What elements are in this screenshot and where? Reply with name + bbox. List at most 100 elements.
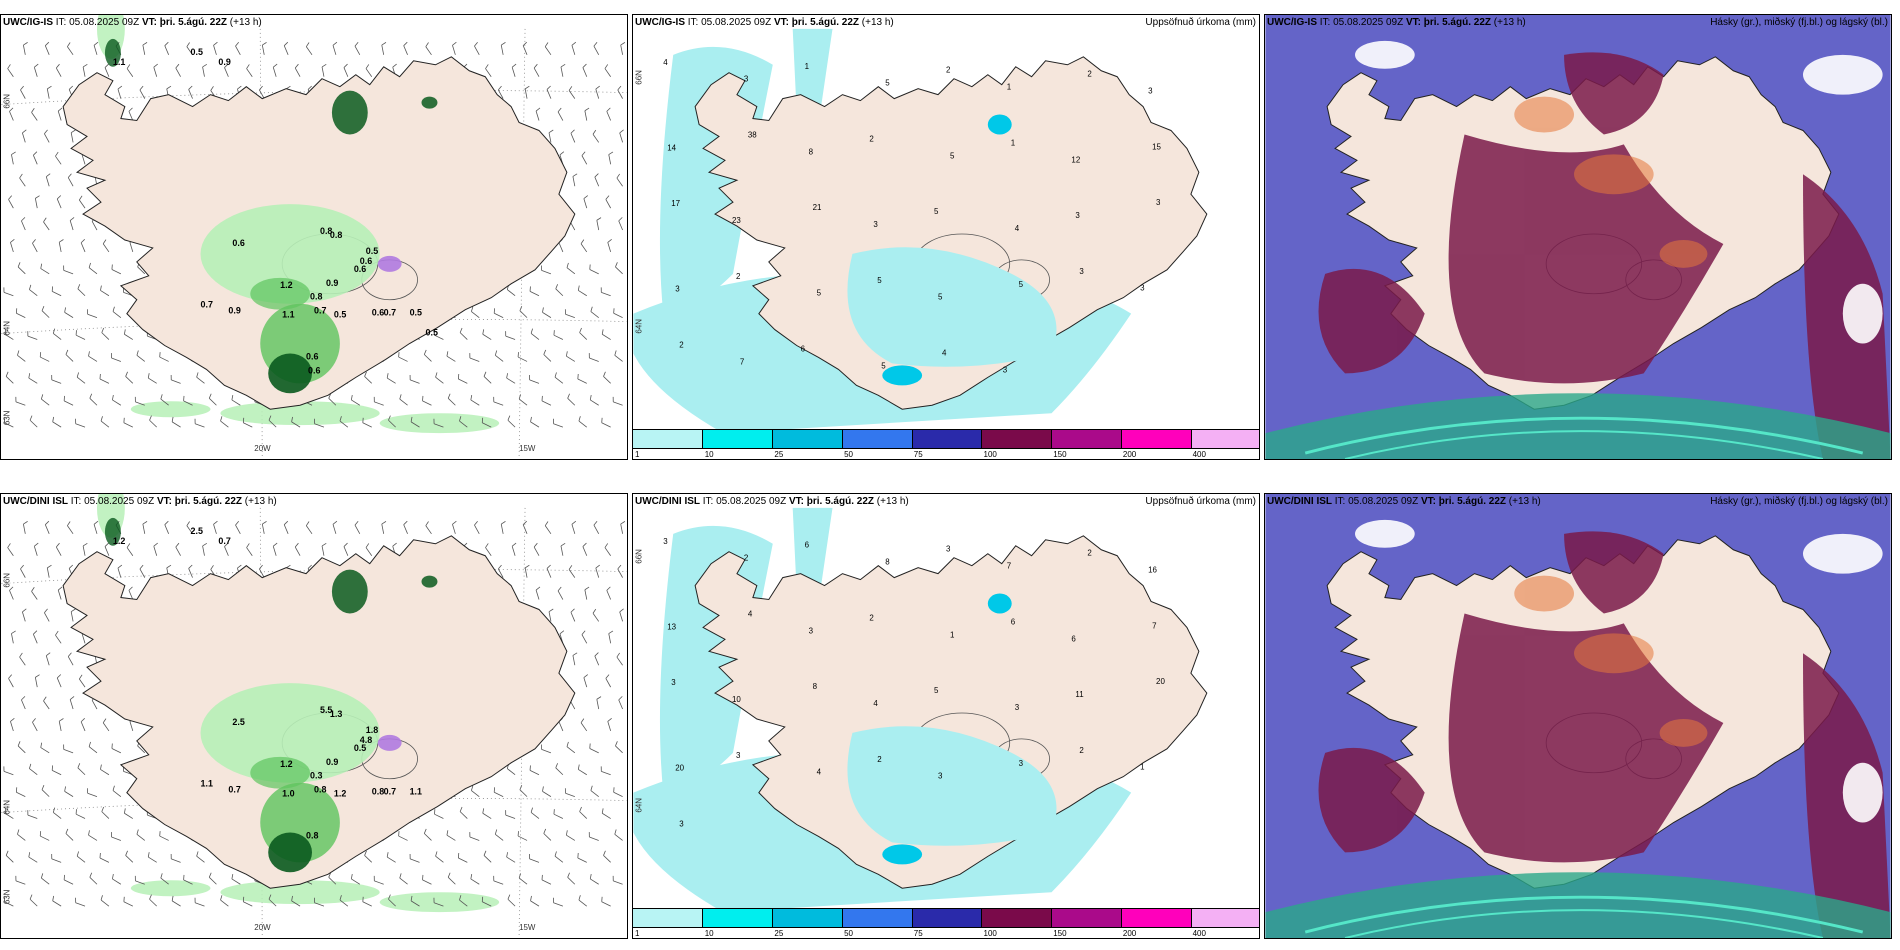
accum-value: 2 [877,755,882,764]
accum-value: 5 [1019,280,1024,289]
lat-tick: 63N [2,410,11,425]
legend-label: 50 [844,450,853,459]
legend-label: 10 [704,450,714,459]
accum-value: 2 [1087,549,1092,558]
it-label: IT: [1319,17,1331,28]
accum-value: 2 [946,66,951,75]
axis-ticks: 20W 15W 66N 64N 63N [2,94,536,453]
accum-value: 4 [748,609,753,618]
precip-value: 0.5 [354,743,366,753]
it-label: IT: [702,496,714,507]
precip-value: 0.6 [360,256,372,266]
accum-value: 6 [1071,634,1076,643]
iceland-landmass [694,56,1208,410]
legend-swatch [772,909,843,927]
vt-label: VT: [788,496,804,507]
accum-value: 1 [805,62,810,71]
legend-swatch [1052,430,1123,448]
accum-value: 5 [881,361,886,370]
high-cloud-layer [1265,393,1891,459]
legend-swatch [702,430,773,448]
accum-value: 3 [1148,87,1153,96]
precip-value: 1.1 [410,787,422,797]
legend-swatch [982,909,1053,927]
legend-label: 25 [774,929,784,938]
accum-value: 14 [667,143,676,152]
it-value: 05.08.2025 09Z [69,17,140,28]
vt-value: þri. 5.ágú. 22Z [806,496,874,507]
map-canvas: 0.50.91.10.60.80.60.50.80.60.91.20.80.70… [1,15,627,459]
accum-value: 1 [1011,138,1016,147]
precip-value: 0.5 [366,246,378,256]
accum-max [987,114,1012,135]
accum-value: 3 [675,285,680,294]
legend-label: 400 [1192,929,1206,938]
accum-value: 3 [736,751,741,760]
panel-field-title: Uppsöfnuð úrkoma (mm) [1145,17,1256,28]
vt-label: VT: [1405,17,1421,28]
clear-sky-patches [1355,40,1883,344]
accum-value: 5 [817,289,822,298]
precip-value: 1.2 [113,536,125,546]
legend-swatch [633,909,703,927]
precip-value: 1.1 [201,779,213,789]
legend-label: 100 [983,450,997,459]
accum-value: 6 [1011,617,1016,626]
legend-swatch [702,909,773,927]
lead-time: (+13 h) [1493,17,1526,28]
lat-tick: 66N [2,573,11,588]
accum-value: 38 [748,130,757,139]
map-canvas: 4315212314388251121517232135433325555332… [633,28,1208,434]
precip-value: 0.6 [372,308,384,318]
vt-label: VT: [156,496,172,507]
precip-value: 0.5 [191,47,203,57]
legend-labels: 1 10 25 50 75 100 150 200 400 [633,928,1259,938]
lat-tick: 66N [2,94,11,109]
offshore-showers [96,15,500,434]
accum-value: 17 [671,199,680,208]
axis-ticks: 66N 64N [634,70,643,334]
precip-value: 2.5 [191,526,203,536]
panel-header: UWC/IG-IS IT: 05.08.2025 09Z VT: þri. 5.… [635,17,894,28]
legend-swatch [1122,430,1193,448]
accum-value: 1 [1007,83,1012,92]
legend-swatch [912,430,983,448]
precip-areas [104,517,438,873]
precip-color-legend: 1 10 25 50 75 100 150 200 400 [633,429,1259,459]
precip-value: 0.7 [384,308,396,318]
accum-value: 21 [813,203,822,212]
accum-value: 20 [1156,677,1165,686]
precip-value: 1.3 [330,709,342,719]
legend-labels: 1 10 25 50 75 100 150 200 400 [633,449,1259,459]
precip-value: 1.0 [282,789,294,799]
orange-cloud-patches [1514,96,1708,268]
legend-label: 150 [1053,450,1067,459]
accum-value: 7 [1007,562,1012,571]
legend-label: 75 [913,929,923,938]
accum-value: 11 [1075,690,1084,699]
precip-value: 0.9 [326,757,338,767]
accum-value: 8 [809,147,814,156]
accum-value: 3 [809,626,814,635]
legend-label: 200 [1122,450,1137,459]
accum-value: 1 [950,630,955,639]
accum-value: 3 [663,537,668,546]
accum-value: 3 [946,545,951,554]
map-canvas: 3268372161343216673108453112020342332136… [633,507,1208,913]
legend-label: 100 [983,929,997,938]
accum-value: 2 [1079,746,1084,755]
precip-value: 0.5 [334,310,346,320]
model-name: UWC/IG-IS [3,17,53,28]
lead-time: (+13 h) [876,496,909,507]
lat-tick: 66N [634,549,643,564]
panel-top-middle: 4 3 1 5 2 1 2 3 14 38 8 2 5 1 12 15 17 23 21 3 5 4 3 3 3 2 5 5 5 5 3 3 2… [632,14,1260,460]
accum-value: 2 [1087,70,1092,79]
lat-tick: 64N [2,800,11,815]
panel-top-left: 0.5 0.9 1.1 0.6 0.8 0.6 0.5 0.8 0.6 0.9 1.2 0.8 0.7 0… [0,14,628,460]
precip-value: 1.1 [113,57,125,67]
precip-values: 0.50.91.10.60.80.60.50.80.60.91.20.80.70… [113,47,438,376]
accum-value: 3 [1003,365,1008,374]
panel-bottom-middle: 3 2 6 8 3 7 2 16 13 4 3 2 1 6 6 7 3 10 8 4 5 3 11 20 20 3 4 2 3 3 2 1 3 6… [632,493,1260,939]
lon-tick: 15W [519,923,536,932]
